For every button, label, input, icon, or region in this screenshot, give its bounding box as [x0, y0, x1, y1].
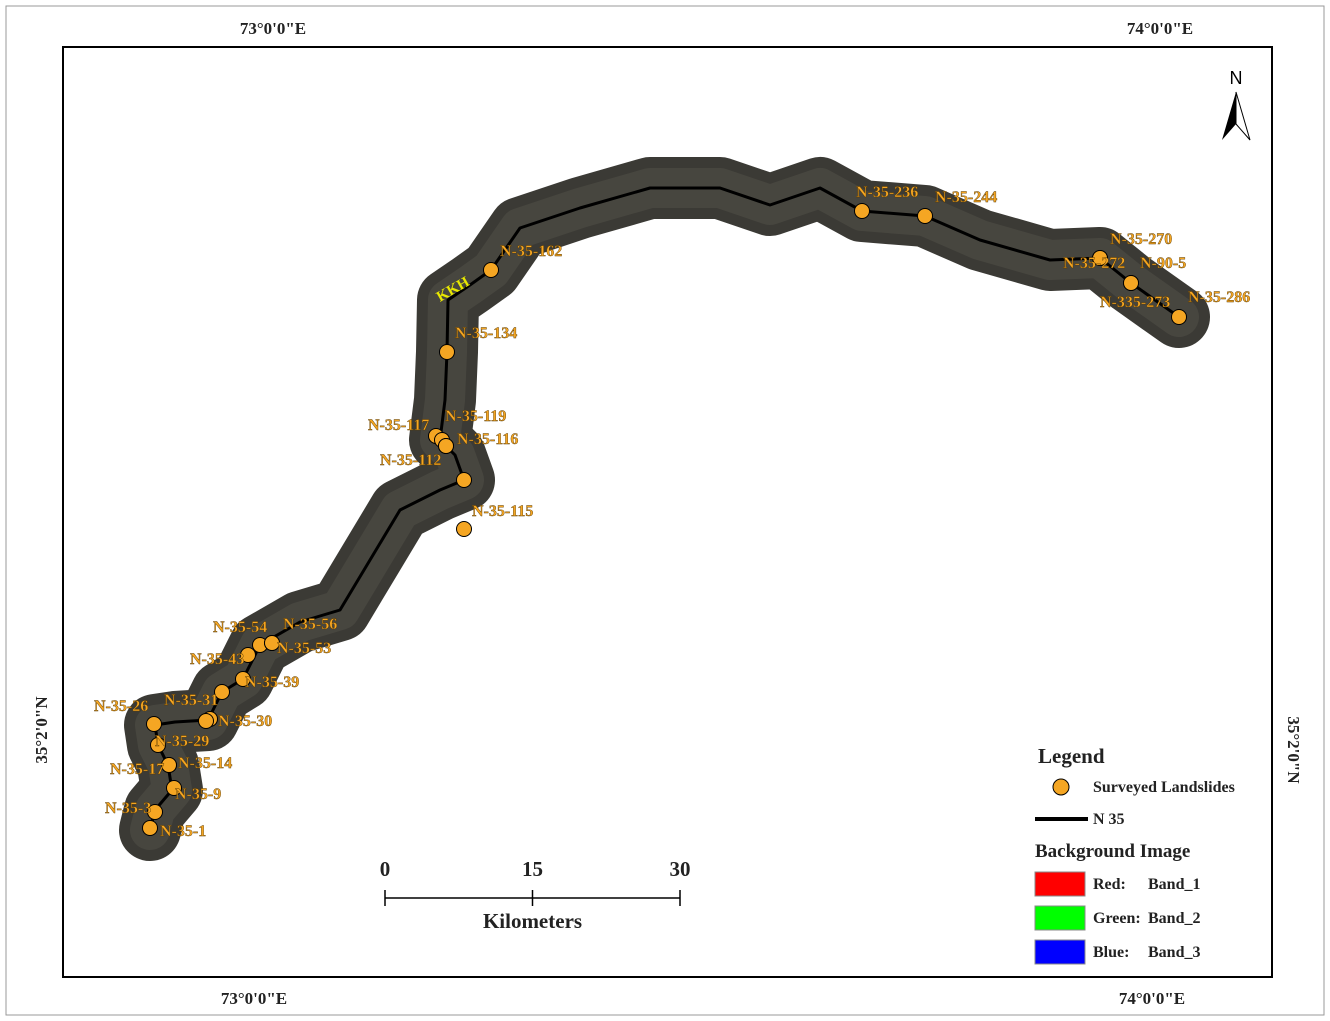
legend-subtitle: Background Image: [1035, 841, 1190, 862]
graticule-label: 74°0'0"E: [1127, 19, 1193, 38]
graticule-label: 35°2'0"N: [32, 696, 51, 764]
band-name: Band_2: [1148, 910, 1200, 927]
landslide: [1172, 310, 1187, 325]
band-channel: Green:: [1093, 910, 1141, 927]
landslide-label: N-35-31: [164, 692, 218, 709]
landslide: [457, 473, 472, 488]
landslide-label: N-35-134: [455, 325, 517, 342]
landslide: [918, 209, 933, 224]
landslide: [1124, 276, 1139, 291]
landslide-label: N-35-286: [1188, 289, 1250, 306]
landslide-label: N-35-53: [277, 640, 331, 657]
landslide: [855, 204, 870, 219]
landslide-label: N-35-39: [245, 674, 299, 691]
scale-tick-label: 15: [522, 857, 543, 881]
north-label: N: [1230, 68, 1243, 88]
landslide: [484, 263, 499, 278]
landslide-label: N-35-9: [175, 786, 221, 803]
scale-tick-label: 30: [670, 857, 691, 881]
landslide: [147, 717, 162, 732]
legend-item: N 35: [1093, 811, 1125, 828]
band-swatch: [1035, 906, 1085, 930]
graticule-label: 74°0'0"E: [1119, 989, 1185, 1008]
landslide-label: N-35-26: [94, 698, 148, 715]
landslide-label: N-35-116: [457, 431, 518, 448]
landslide-label: N-35-14: [178, 755, 232, 772]
landslide-label: N-35-29: [155, 733, 209, 750]
band-swatch: [1035, 940, 1085, 964]
map: 73°0'0"E 74°0'0"E 73°0'0"E 74°0'0"E 35°2…: [0, 0, 1330, 1021]
legend-item: Surveyed Landslides: [1093, 779, 1235, 796]
landslide: [143, 821, 158, 836]
legend-landslide-symbol: [1053, 779, 1069, 795]
band-name: Band_3: [1148, 944, 1200, 961]
landslide-label: N-35-236: [856, 184, 918, 201]
landslide-label: N-90-5: [1140, 255, 1186, 272]
landslide-label: N-35-272: [1063, 255, 1125, 272]
landslide-label: N-35-270: [1110, 231, 1172, 248]
landslide-label: N-35-117: [368, 417, 429, 434]
landslide: [457, 522, 472, 537]
landslide-label: N-35-3: [105, 800, 151, 817]
landslide: [199, 714, 214, 729]
band-swatch: [1035, 872, 1085, 896]
scale-tick-label: 0: [380, 857, 391, 881]
landslide-label: N-35-1: [160, 823, 206, 840]
band-channel: Red:: [1093, 876, 1126, 893]
landslide-label: N-35-244: [935, 189, 997, 206]
landslide-label: N-35-112: [380, 452, 441, 469]
graticule-label: 35°2'0"N: [1284, 716, 1303, 784]
graticule-label: 73°0'0"E: [221, 989, 287, 1008]
landslide-label: N-335-273: [1100, 294, 1170, 311]
landslide-label: N-35-54: [213, 619, 267, 636]
landslide: [440, 345, 455, 360]
legend-title: Legend: [1038, 744, 1105, 768]
landslide-label: N-35-56: [283, 616, 337, 633]
graticule-label: 73°0'0"E: [240, 19, 306, 38]
band-channel: Blue:: [1093, 944, 1129, 961]
scale-unit: Kilometers: [483, 909, 582, 933]
landslide-label: N-35-43: [190, 651, 244, 668]
landslide-label: N-35-17: [110, 761, 164, 778]
landslide-label: N-35-115: [472, 503, 533, 520]
landslide-label: N-35-30: [218, 713, 272, 730]
landslide-label: N-35-119: [445, 408, 506, 425]
landslide-label: N-35-162: [500, 243, 562, 260]
band-name: Band_1: [1148, 876, 1200, 893]
